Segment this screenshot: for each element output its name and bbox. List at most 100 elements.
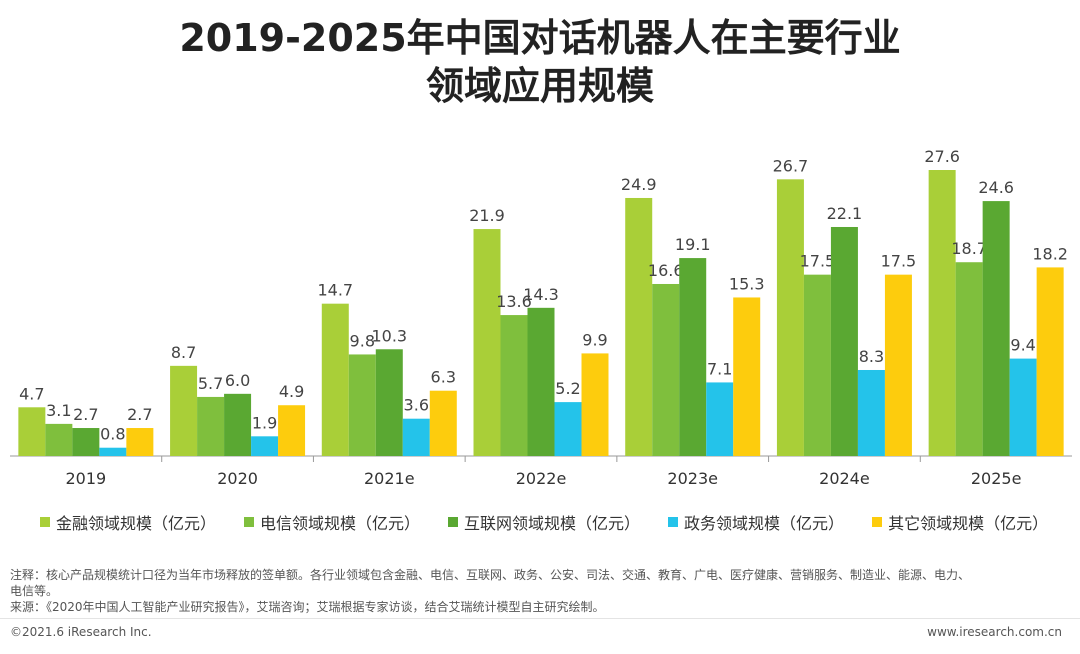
- data-label-2022e-series-1: 13.6: [496, 292, 532, 311]
- data-label-2024e-series-0: 26.7: [773, 156, 809, 175]
- x-tick-label-2021e: 2021e: [364, 469, 415, 488]
- legend-label-1: 电信领域规模（亿元）: [260, 514, 421, 533]
- bar-2020-series-1: [197, 396, 225, 456]
- bar-2024e-series-3: [857, 369, 885, 456]
- bar-2020-series-4: [278, 405, 306, 456]
- legend-label-3: 政务领域规模（亿元）: [684, 514, 845, 533]
- data-label-2025e-series-0: 27.6: [924, 147, 960, 166]
- bar-2025e-series-1: [955, 262, 983, 456]
- data-label-2023e-series-1: 16.6: [648, 261, 684, 280]
- bar-2019-series-0: [18, 407, 46, 456]
- bar-2024e-series-0: [776, 179, 804, 456]
- note-line-2: 电信等。: [10, 584, 59, 598]
- data-label-2022e-series-2: 14.3: [523, 285, 559, 304]
- bar-2022e-series-4: [581, 353, 609, 456]
- legend: 金融领域规模（亿元） 电信领域规模（亿元） 互联网领域规模（亿元） 政务领域规模（亿元…: [40, 510, 1060, 534]
- legend-item-1: 电信领域规模（亿元）: [244, 510, 420, 534]
- data-label-2025e-series-4: 18.2: [1032, 244, 1068, 263]
- bar-2021e-series-2: [375, 349, 403, 456]
- bar-2022e-series-1: [500, 315, 528, 456]
- legend-swatch-0: [40, 517, 50, 527]
- data-label-2024e-series-1: 17.5: [800, 252, 836, 271]
- data-label-2023e-series-4: 15.3: [729, 274, 765, 293]
- data-label-2023e-series-0: 24.9: [621, 175, 657, 194]
- bar-2024e-series-2: [830, 226, 858, 456]
- legend-label-2: 互联网领域规模（亿元）: [464, 514, 641, 533]
- bar-2025e-series-2: [982, 201, 1010, 456]
- data-label-2022e-series-0: 21.9: [469, 206, 505, 225]
- legend-item-0: 金融领域规模（亿元）: [40, 510, 216, 534]
- data-label-2024e-series-2: 22.1: [827, 204, 863, 223]
- data-label-2021e-series-2: 10.3: [371, 326, 407, 345]
- bar-2024e-series-4: [884, 274, 912, 456]
- data-label-2022e-series-3: 5.2: [555, 379, 580, 398]
- legend-swatch-1: [244, 517, 255, 527]
- chart-title-line2: 领域应用规模: [425, 64, 654, 108]
- bar-2020-series-3: [251, 436, 279, 456]
- data-label-2025e-series-1: 18.7: [951, 239, 987, 258]
- data-label-2025e-series-2: 24.6: [978, 178, 1014, 197]
- legend-label-4: 其它领域规模（亿元）: [888, 514, 1049, 533]
- data-label-2020-series-2: 6.0: [225, 371, 250, 390]
- bar-2021e-series-1: [348, 354, 376, 456]
- x-tick-label-2023e: 2023e: [667, 469, 718, 488]
- data-label-2021e-series-4: 6.3: [431, 368, 456, 387]
- bar-2022e-series-2: [527, 307, 555, 456]
- data-label-2025e-series-3: 9.4: [1010, 336, 1035, 355]
- data-label-2023e-series-2: 19.1: [675, 235, 711, 254]
- x-tick-label-2024e: 2024e: [819, 469, 870, 488]
- bar-2023e-series-1: [652, 283, 680, 456]
- notes: 注释：核心产品规模统计口径为当年市场释放的签单额。各行业领域包含金融、电信、互联…: [10, 567, 1076, 615]
- data-label-2020-series-0: 8.7: [171, 343, 196, 362]
- bar-2023e-series-0: [625, 197, 653, 456]
- x-tick-label-2020: 2020: [217, 469, 258, 488]
- bar-2021e-series-4: [429, 390, 457, 456]
- data-label-2019-series-3: 0.8: [100, 425, 125, 444]
- bar-2023e-series-2: [679, 258, 707, 456]
- chart-title-line1: 2019-2025年中国对话机器人在主要行业: [179, 16, 901, 60]
- bar-2019-series-2: [72, 428, 100, 456]
- data-label-2019-series-1: 3.1: [46, 401, 71, 420]
- legend-label-0: 金融领域规模（亿元）: [56, 514, 217, 533]
- data-label-2019-series-4: 2.7: [127, 405, 152, 424]
- bar-2020-series-2: [224, 393, 252, 456]
- legend-item-3: 政务领域规模（亿元）: [668, 510, 844, 534]
- bar-2021e-series-3: [402, 418, 430, 456]
- data-label-2022e-series-4: 9.9: [582, 330, 607, 349]
- data-label-2023e-series-3: 7.1: [707, 359, 732, 378]
- bar-2019-series-1: [45, 423, 73, 456]
- data-label-2019-series-2: 2.7: [73, 405, 98, 424]
- note-line-1: 注释：核心产品规模统计口径为当年市场释放的签单额。各行业领域包含金融、电信、互联…: [10, 568, 971, 582]
- data-label-2020-series-3: 1.9: [252, 413, 277, 432]
- note-line-3: 来源：《2020年中国人工智能产业研究报告》，艾瑞咨询；艾瑞根据专家访谈，结合艾…: [10, 600, 605, 614]
- bar-2022e-series-3: [554, 402, 582, 456]
- footer-copyright: ©2021.6 iResearch Inc.: [10, 625, 152, 639]
- x-tick-label-2019: 2019: [65, 469, 106, 488]
- data-label-2024e-series-4: 17.5: [881, 252, 917, 271]
- legend-swatch-2: [448, 517, 459, 527]
- footer-divider: [0, 618, 1080, 619]
- bar-2024e-series-1: [803, 274, 831, 456]
- bar-2020-series-0: [170, 365, 198, 456]
- legend-swatch-4: [872, 517, 883, 527]
- data-label-2020-series-4: 4.9: [279, 382, 304, 401]
- bar-2023e-series-4: [733, 297, 761, 456]
- footer-website[interactable]: www.iresearch.com.cn: [927, 625, 1062, 639]
- chart-title: 2019-2025年中国对话机器人在主要行业 领域应用规模: [0, 14, 1080, 110]
- data-label-2024e-series-3: 8.3: [859, 347, 884, 366]
- data-label-2021e-series-1: 9.8: [350, 331, 375, 350]
- bar-2025e-series-4: [1036, 267, 1064, 456]
- bar-2021e-series-0: [321, 303, 349, 456]
- data-label-2019-series-0: 4.7: [19, 384, 44, 403]
- bar-2025e-series-3: [1009, 358, 1037, 456]
- legend-swatch-3: [668, 517, 679, 527]
- bar-2022e-series-0: [473, 229, 501, 456]
- data-label-2020-series-1: 5.7: [198, 374, 223, 393]
- bar-2019-series-4: [126, 428, 154, 456]
- bar-2019-series-3: [99, 447, 127, 456]
- bar-2025e-series-0: [928, 170, 956, 456]
- bar-2023e-series-3: [706, 382, 734, 456]
- x-tick-label-2022e: 2022e: [516, 469, 567, 488]
- legend-item-4: 其它领域规模（亿元）: [872, 510, 1048, 534]
- x-tick-label-2025e: 2025e: [971, 469, 1022, 488]
